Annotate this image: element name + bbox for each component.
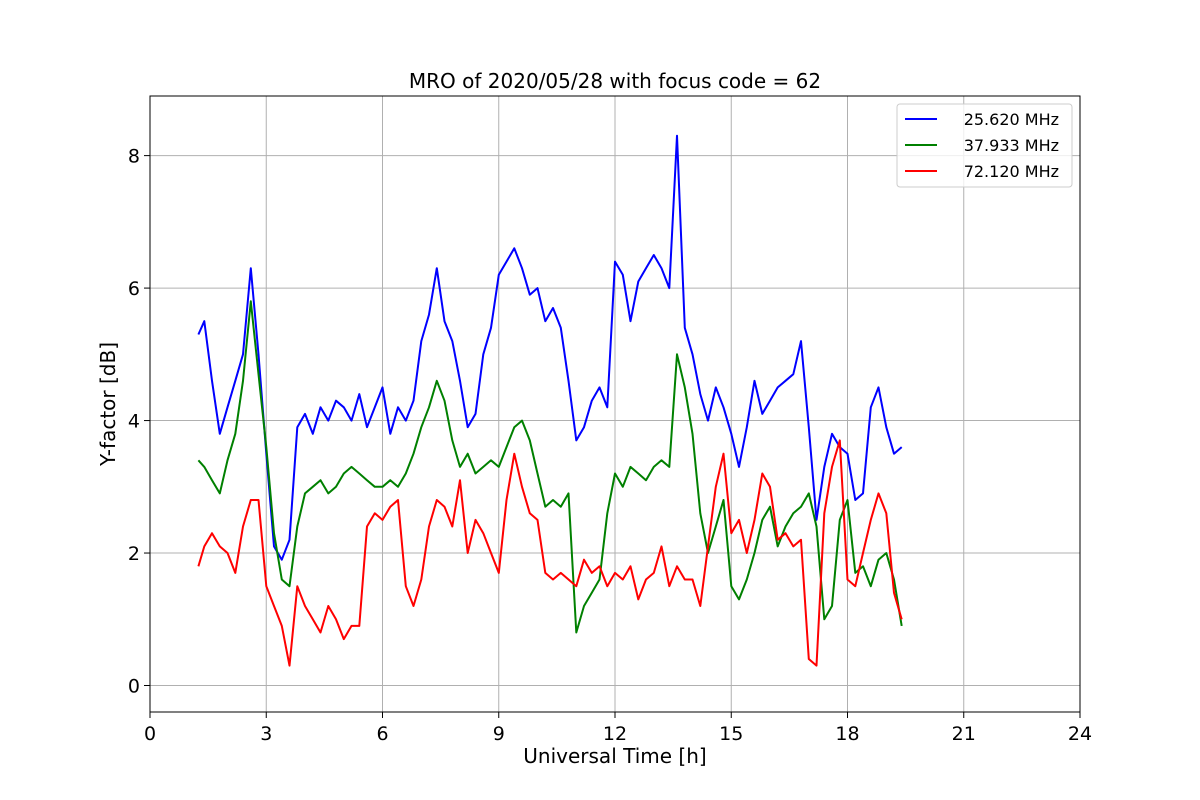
x-tick-label: 0 — [144, 723, 156, 745]
y-tick-label: 4 — [128, 411, 140, 433]
legend-label: 72.120 MHz — [964, 162, 1059, 181]
grid-lines — [150, 96, 1080, 712]
y-axis-label: Y-factor [dB] — [96, 342, 120, 467]
x-tick-label: 18 — [835, 723, 859, 745]
y-tick-label: 6 — [128, 278, 140, 300]
legend-box — [896, 103, 1073, 188]
legend-label: 37.933 MHz — [964, 136, 1059, 155]
chart-title: MRO of 2020/05/28 with focus code = 62 — [409, 69, 821, 93]
y-tick-label: 0 — [128, 676, 140, 698]
series-line-2 — [197, 300, 903, 634]
x-axis-label: Universal Time [h] — [523, 744, 706, 768]
y-tick-label: 8 — [128, 146, 140, 168]
series-lines — [197, 134, 903, 667]
y-tick-label: 2 — [128, 543, 140, 565]
x-tick-label: 24 — [1068, 723, 1092, 745]
series-line-1 — [197, 134, 903, 561]
x-tick-label: 3 — [260, 723, 272, 745]
series-line-3 — [197, 439, 903, 667]
x-axis-ticks: 0 3 6 9 12 15 18 21 24 — [144, 712, 1092, 745]
legend-label: 25.620 MHz — [964, 110, 1059, 129]
x-tick-label: 15 — [719, 723, 743, 745]
x-tick-label: 6 — [376, 723, 388, 745]
x-tick-label: 12 — [603, 723, 627, 745]
y-axis-ticks: 0 2 4 6 8 — [128, 146, 150, 698]
x-tick-label: 9 — [493, 723, 505, 745]
x-tick-label: 21 — [952, 723, 976, 745]
legend: 25.620 MHz 37.933 MHz 72.120 MHz — [896, 103, 1073, 188]
